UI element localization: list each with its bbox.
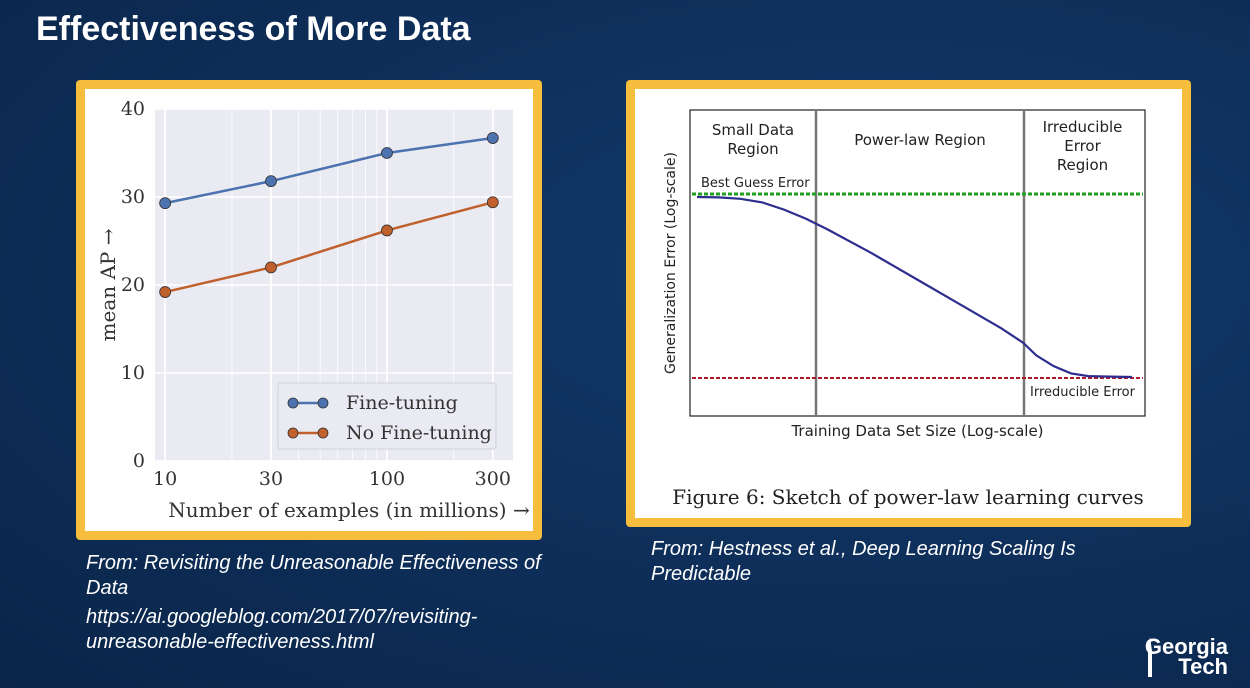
data-point-1-0 <box>159 286 172 298</box>
legend-box <box>277 382 497 450</box>
region-label-0: Small Data <box>712 121 794 139</box>
mean-ap-chart: 0 10 20 30 40 10 30 100 300 Number of examples (i… <box>96 98 530 522</box>
x-tick-label: 10 <box>153 468 177 490</box>
legend-marker-1 <box>317 427 329 439</box>
region-label-1: Power-law Region <box>854 131 986 149</box>
y-axis-label: Generalization Error (Log-scale) <box>663 152 679 374</box>
right-caption-source: From: Hestness et al., Deep Learning Sca… <box>651 538 1076 585</box>
right-chart-panel: Small Data Region Power-law Region Irreduci… <box>635 89 1182 518</box>
y-tick-label: 20 <box>121 274 145 296</box>
series-line-0 <box>164 136 493 205</box>
tower-icon <box>1147 637 1152 677</box>
learning-curve <box>696 195 1133 379</box>
x-axis-label: Training Data Set Size (Log-scale) <box>790 422 1043 440</box>
y-tick-label: 10 <box>121 362 145 384</box>
data-point-1-1 <box>265 261 277 274</box>
region-label-2: Error <box>1064 137 1101 155</box>
right-caption: From: Hestness et al., Deep Learning Sca… <box>651 537 1171 587</box>
left-caption-source: From: Revisiting the Unreasonable Effect… <box>86 552 541 599</box>
left-caption: From: Revisiting the Unreasonable Effect… <box>86 551 546 655</box>
figure-caption: Figure 6: Sketch of power-law learning c… <box>672 485 1143 509</box>
legend-marker-1 <box>287 427 299 439</box>
right-chart-frame: Small Data Region Power-law Region Irreduci… <box>626 80 1191 527</box>
x-tick-label: 30 <box>259 468 283 490</box>
logo-line-georgia: Georgia <box>1144 634 1228 659</box>
y-tick-label: 30 <box>121 186 145 208</box>
slide-title: Effectiveness of More Data <box>36 10 471 48</box>
irreducible-error-label: Irreducible Error <box>1030 385 1136 400</box>
x-tick-label: 100 <box>369 468 405 490</box>
x-tick-label: 300 <box>475 468 511 490</box>
data-point-0-3 <box>486 132 499 144</box>
data-point-0-2 <box>381 147 393 159</box>
series-line-1 <box>164 201 494 294</box>
legend-marker-0 <box>317 397 329 409</box>
data-point-0-0 <box>159 197 172 210</box>
georgia-tech-logo: Georgia Tech <box>1144 634 1228 679</box>
legend-label-0: Fine-tuning <box>346 392 458 414</box>
best-guess-error-label: Best Guess Error <box>701 176 810 191</box>
region-label-2: Region <box>1057 156 1108 174</box>
logo-line-tech: Tech <box>1178 654 1228 679</box>
legend-marker-0 <box>287 397 299 409</box>
y-axis-label: mean AP → <box>96 228 120 341</box>
left-chart-panel: 0 10 20 30 40 10 30 100 300 Number of examples (i… <box>85 89 533 531</box>
plot-border <box>689 109 1146 417</box>
data-point-1-2 <box>381 224 393 237</box>
region-label-2: Irreducible <box>1043 118 1123 136</box>
legend-label-1: No Fine-tuning <box>346 422 492 444</box>
y-tick-label: 40 <box>121 98 145 120</box>
data-point-1-3 <box>486 196 499 209</box>
data-point-0-1 <box>265 175 277 188</box>
left-caption-url[interactable]: https://ai.googleblog.com/2017/07/revisi… <box>86 606 478 653</box>
left-chart-frame: 0 10 20 30 40 10 30 100 300 Number of examples (i… <box>76 80 542 540</box>
y-tick-label: 0 <box>133 450 145 472</box>
region-label-0: Region <box>727 140 778 158</box>
x-axis-label: Number of examples (in millions) → <box>168 498 530 522</box>
